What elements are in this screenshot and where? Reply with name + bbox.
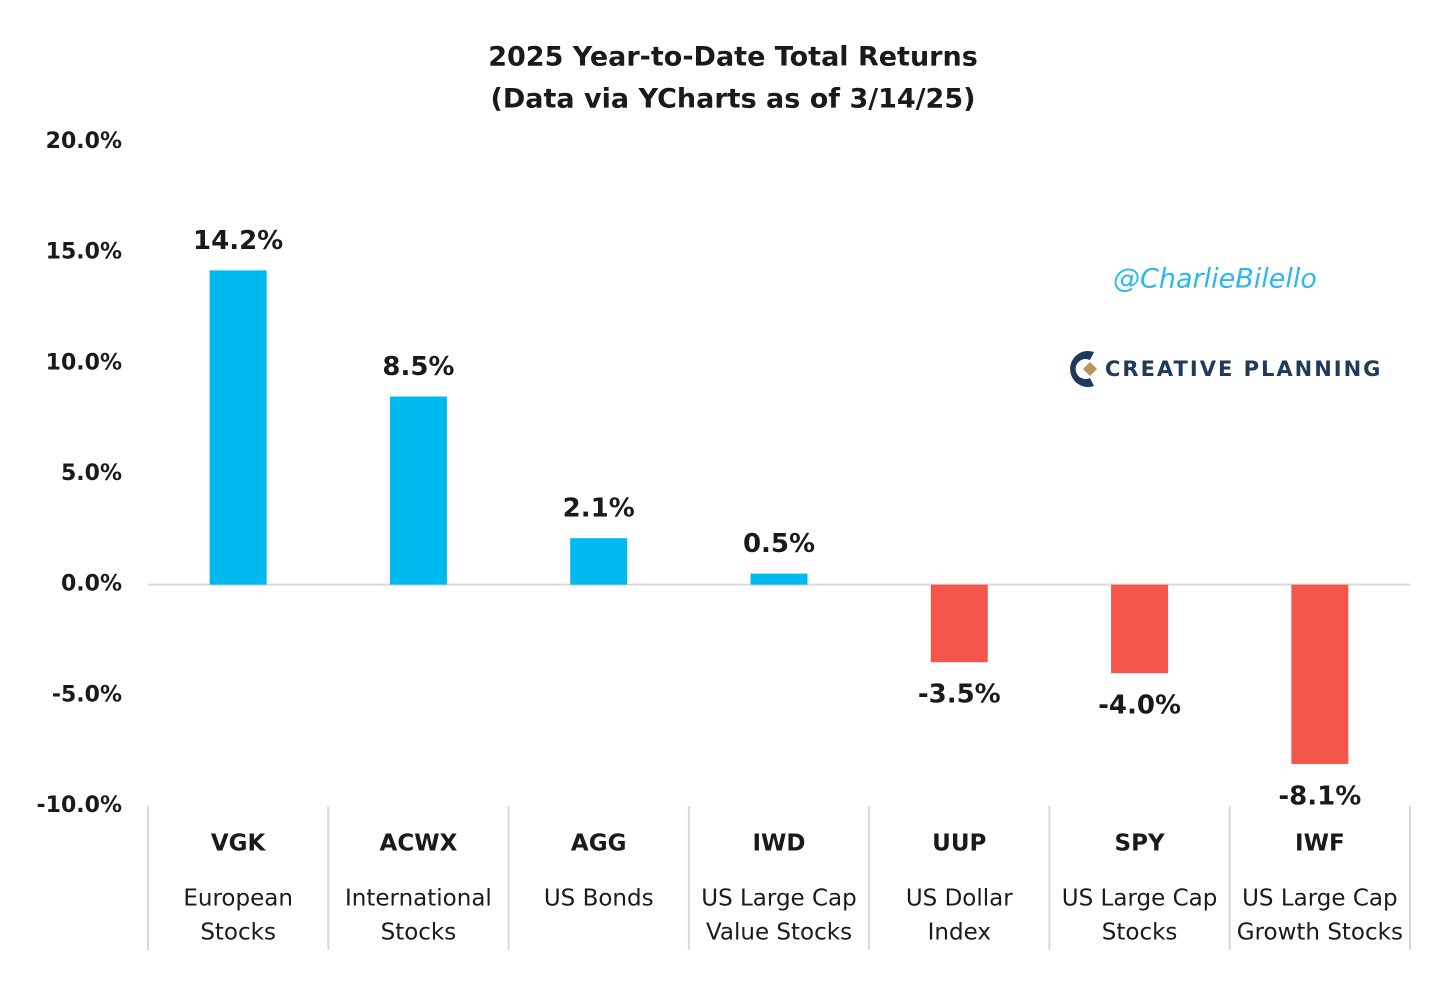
- category-description: International: [345, 886, 492, 912]
- category-description: Stocks: [200, 920, 276, 946]
- x-tick-label: UUP: [932, 831, 986, 857]
- watermark: @CharlieBilello: [1113, 264, 1317, 295]
- category-description: Value Stocks: [706, 920, 852, 946]
- bar: [389, 396, 447, 585]
- value-label: -4.0%: [1098, 691, 1181, 721]
- value-label: 14.2%: [193, 226, 283, 256]
- x-tick-label: SPY: [1115, 831, 1165, 857]
- chart-subtitle: (Data via YCharts as of 3/14/25): [491, 84, 976, 115]
- logo: [1070, 351, 1097, 387]
- category-description: Index: [928, 920, 991, 946]
- category-description: US Dollar: [906, 886, 1013, 912]
- value-label: 8.5%: [382, 352, 454, 382]
- y-tick-label: 10.0%: [46, 350, 122, 375]
- category-description: European: [183, 886, 293, 912]
- category-description: US Large Cap: [1062, 886, 1218, 912]
- x-tick-label: ACWX: [380, 831, 458, 857]
- category-description: US Large Cap: [1242, 886, 1398, 912]
- category-description: Stocks: [1102, 920, 1178, 946]
- y-tick-label: 20.0%: [46, 129, 122, 154]
- bar: [570, 538, 628, 585]
- y-tick-label: 5.0%: [61, 461, 122, 486]
- logo-text: CREATIVE PLANNING: [1105, 357, 1382, 381]
- category-description: US Bonds: [544, 886, 654, 912]
- y-tick-label: 15.0%: [46, 240, 122, 265]
- bar: [750, 573, 808, 585]
- x-tick-label: IWD: [752, 831, 805, 857]
- x-tick-label: IWF: [1295, 831, 1345, 857]
- y-tick-label: 0.0%: [61, 572, 122, 597]
- category-description: Growth Stocks: [1237, 920, 1403, 946]
- y-tick-label: -10.0%: [37, 793, 122, 818]
- y-tick-label: -5.0%: [52, 682, 122, 707]
- x-tick-label: VGK: [211, 831, 267, 857]
- bar: [209, 270, 267, 585]
- category-description: US Large Cap: [701, 886, 857, 912]
- value-label: 2.1%: [563, 494, 635, 524]
- value-label: -3.5%: [918, 680, 1001, 710]
- x-tick-label: AGG: [571, 831, 627, 857]
- bar: [1111, 584, 1169, 674]
- value-label: -8.1%: [1278, 781, 1361, 811]
- bar: [1291, 584, 1349, 764]
- value-label: 0.5%: [743, 529, 815, 559]
- category-description: Stocks: [381, 920, 457, 946]
- chart-title: 2025 Year-to-Date Total Returns: [488, 42, 978, 73]
- bar: [930, 584, 988, 663]
